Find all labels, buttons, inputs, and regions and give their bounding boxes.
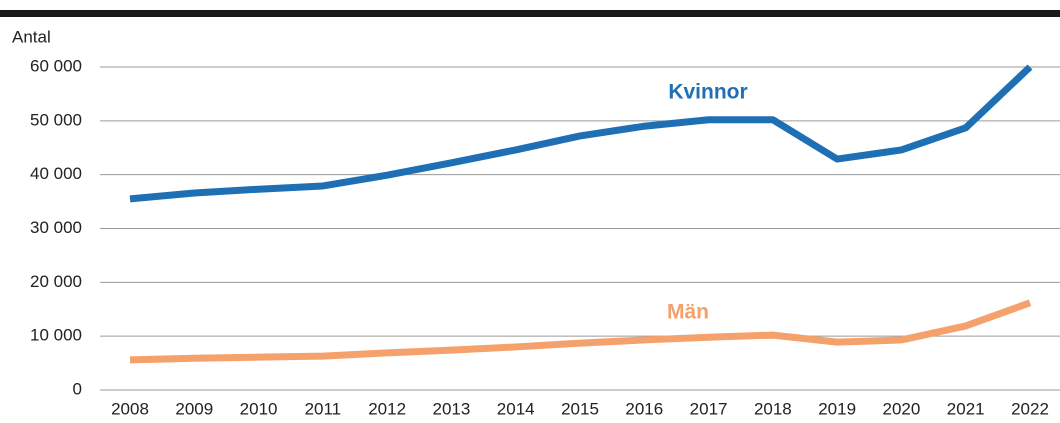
series-line xyxy=(129,64,1033,203)
x-tick-label: 2014 xyxy=(497,399,535,418)
y-tick-label: 30 000 xyxy=(30,218,82,237)
x-tick-label: 2009 xyxy=(175,399,213,418)
top-rule xyxy=(0,10,1060,17)
x-tick-label: 2022 xyxy=(1011,399,1049,418)
x-tick-label: 2015 xyxy=(561,399,599,418)
y-tick-label: 10 000 xyxy=(30,326,82,345)
x-tick-label: 2012 xyxy=(368,399,406,418)
y-tick-label: 20 000 xyxy=(30,272,82,291)
x-tick-label: 2019 xyxy=(818,399,856,418)
x-tick-label: 2017 xyxy=(690,399,728,418)
y-tick-label: 0 xyxy=(73,379,82,398)
series-label: Kvinnor xyxy=(668,81,747,104)
x-tick-label: 2016 xyxy=(625,399,663,418)
x-tick-label: 2013 xyxy=(433,399,471,418)
x-tick-label: 2021 xyxy=(947,399,985,418)
series-line xyxy=(129,299,1032,364)
x-tick-label: 2010 xyxy=(240,399,278,418)
series-label: Män xyxy=(667,301,709,324)
y-axis-label: Antal xyxy=(12,27,51,46)
x-tick-label: 2018 xyxy=(754,399,792,418)
x-tick-label: 2008 xyxy=(111,399,149,418)
x-tick-label: 2011 xyxy=(305,399,342,418)
y-tick-label: 40 000 xyxy=(30,164,82,183)
x-tick-label: 2020 xyxy=(883,399,921,418)
y-tick-label: 60 000 xyxy=(30,56,82,75)
y-tick-label: 50 000 xyxy=(30,110,82,129)
